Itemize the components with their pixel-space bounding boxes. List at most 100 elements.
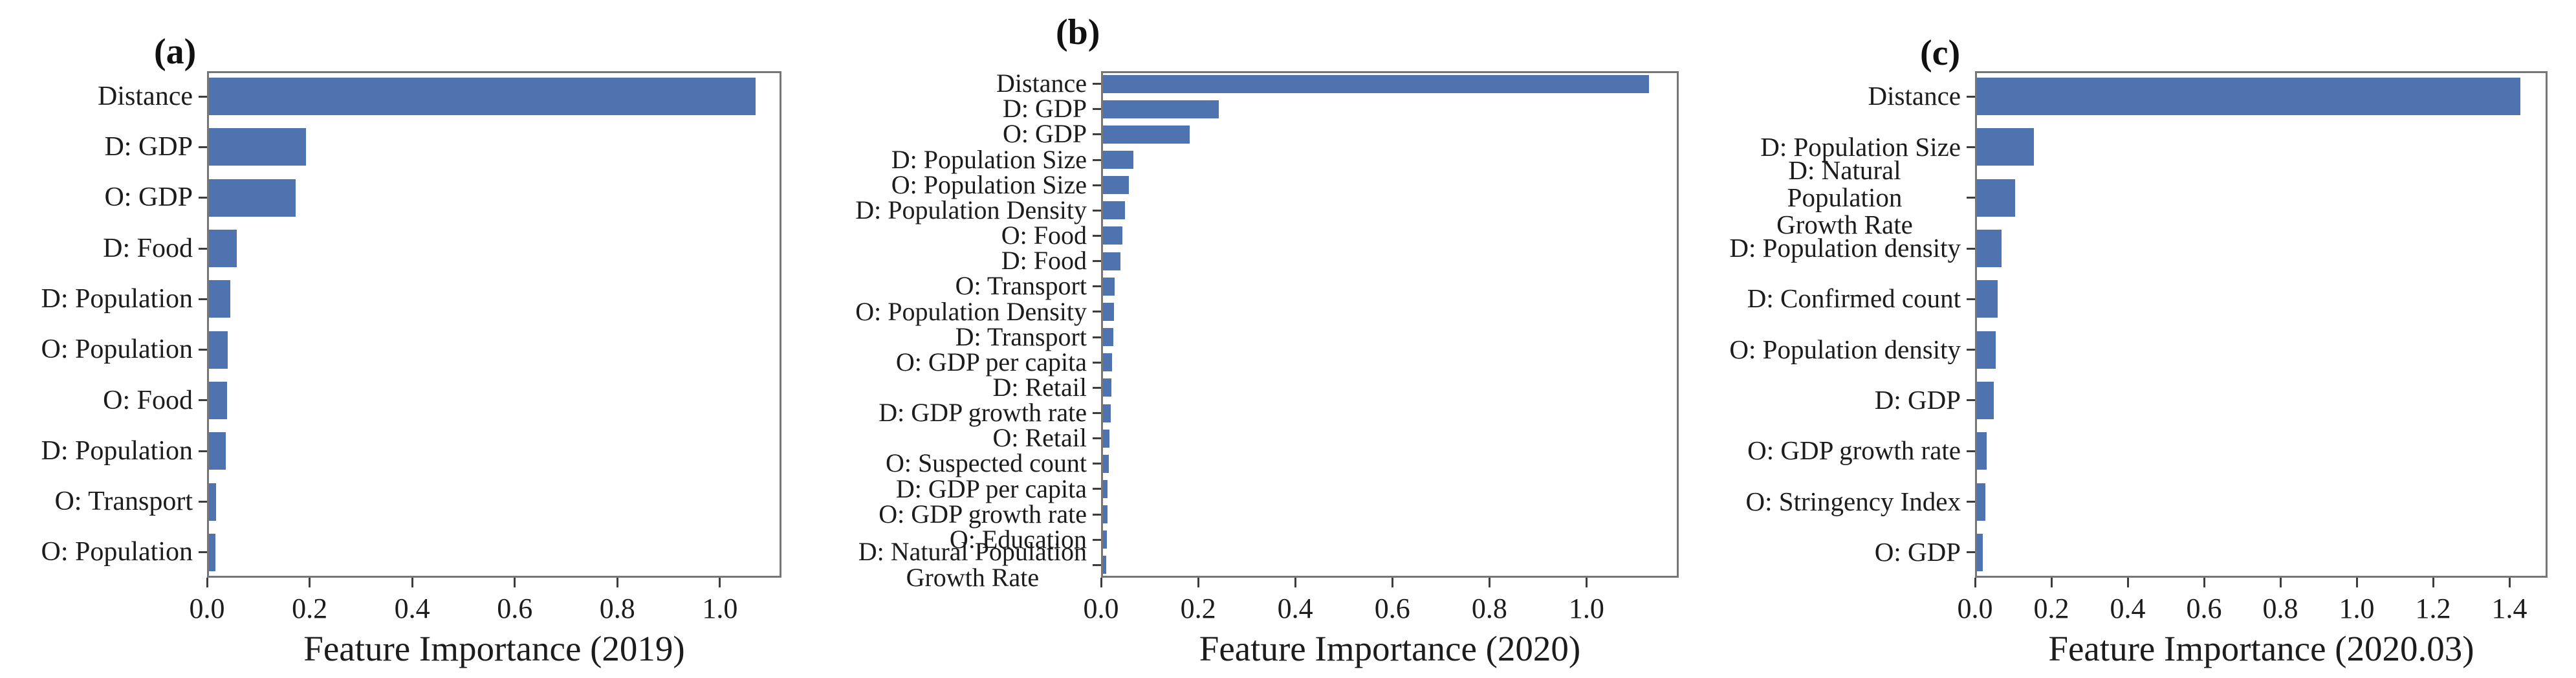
y-tick-mark — [1093, 437, 1101, 440]
x-tick-mark — [2050, 578, 2053, 587]
x-axis-title-c: Feature Importance (2020.03) — [2048, 629, 2474, 668]
y-tick-mark — [1967, 551, 1975, 554]
y-tick-mark — [1093, 260, 1101, 263]
y-tick-label: D: Food — [1001, 246, 1087, 276]
y-tick-label: O: Transport — [955, 271, 1087, 301]
y-tick-label: Distance — [1868, 81, 1961, 111]
y-tick-mark — [1967, 450, 1975, 452]
y-tick-label-cell: O: GDP — [25, 159, 193, 237]
y-tick-mark — [199, 247, 207, 250]
y-tick-label-cell: O: Transport — [794, 248, 1087, 325]
y-tick-label-cell: D: Food — [25, 210, 193, 287]
y-tick-mark — [199, 450, 207, 452]
y-tick-mark — [1093, 285, 1101, 288]
bar-c-7 — [1977, 432, 1987, 470]
x-tick-label: 0.2 — [292, 593, 328, 624]
y-tick-label-cell: O: Food — [25, 362, 193, 439]
x-tick-mark — [2355, 578, 2358, 587]
x-tick-label: 1.0 — [2339, 593, 2375, 624]
y-tick-label-cell: O: Population — [25, 311, 193, 389]
y-tick-mark — [199, 349, 207, 351]
bar-a-5 — [209, 331, 228, 369]
x-axis-title-a: Feature Importance (2019) — [303, 629, 685, 668]
y-tick-mark — [1093, 311, 1101, 313]
y-tick-mark — [199, 399, 207, 402]
x-tick-label: 0.4 — [2110, 593, 2146, 624]
y-tick-mark — [1093, 209, 1101, 212]
bar-b-7 — [1103, 252, 1120, 270]
bar-b-4 — [1103, 176, 1129, 194]
bar-c-0 — [1977, 78, 2520, 115]
y-tick-label: O: Population Density — [855, 296, 1087, 326]
bar-c-1 — [1977, 128, 2034, 166]
bar-a-0 — [209, 78, 756, 115]
y-tick-label-cell: D: Confirmed count — [1729, 260, 1961, 338]
y-tick-label: O: Stringency Index — [1745, 486, 1961, 516]
x-tick-mark — [1391, 578, 1393, 587]
y-tick-label: D: Population Density — [855, 195, 1087, 224]
bar-b-12 — [1103, 378, 1111, 397]
bar-c-8 — [1977, 483, 1985, 521]
y-tick-label: O: Population density — [1729, 334, 1961, 364]
x-tick-label: 0.0 — [1957, 593, 1993, 624]
y-tick-label: D: GDP growth rate — [879, 398, 1087, 428]
x-tick-mark — [616, 578, 618, 587]
y-tick-label-cell: Distance — [1729, 58, 1961, 135]
x-tick-mark — [2432, 578, 2434, 587]
y-tick-label-cell: D: Natural Population Growth Rate — [794, 526, 1087, 604]
panel-label-b: (b) — [1056, 12, 1100, 52]
y-tick-label-cell: O: Food — [794, 197, 1087, 274]
y-tick-label-cell: D: GDP per capita — [794, 450, 1087, 528]
x-tick-mark — [1974, 578, 1976, 587]
y-tick-label: O: GDP growth rate — [879, 499, 1087, 529]
x-tick-mark — [2203, 578, 2205, 587]
y-tick-label-cell: D: Population density — [1729, 210, 1961, 287]
y-tick-label-cell: D: Food — [794, 223, 1087, 300]
y-tick-label-cell: D: Population — [25, 412, 193, 490]
bar-a-1 — [209, 128, 306, 166]
y-tick-label-cell: D: Transport — [794, 298, 1087, 376]
y-tick-label: O: Population — [41, 334, 193, 365]
x-tick-mark — [1100, 578, 1102, 587]
x-tick-mark — [1585, 578, 1588, 587]
y-tick-label: O: Suspected count — [885, 448, 1087, 478]
x-tick-mark — [2279, 578, 2282, 587]
y-tick-label: D: Population Size — [891, 144, 1087, 174]
x-tick-label: 0.8 — [2262, 593, 2298, 624]
y-tick-label: D: GDP — [104, 132, 193, 162]
bar-b-1 — [1103, 100, 1219, 118]
y-tick-mark — [199, 197, 207, 199]
y-tick-label-cell: D: GDP — [1729, 362, 1961, 439]
y-tick-label: O: Education — [949, 524, 1087, 554]
y-tick-label: O: Retail — [992, 423, 1087, 453]
y-tick-label-cell: D: Retail — [794, 349, 1087, 426]
y-tick-mark — [1967, 501, 1975, 503]
y-tick-label-cell: O: Suspected count — [794, 425, 1087, 503]
x-tick-label: 1.2 — [2415, 593, 2451, 624]
y-tick-label: O: Transport — [54, 487, 193, 517]
y-tick-label: O: Food — [103, 385, 193, 415]
y-tick-label: O: GDP — [104, 182, 193, 213]
y-tick-label-cell: O: GDP — [794, 96, 1087, 173]
y-tick-mark — [1093, 108, 1101, 111]
y-tick-mark — [199, 146, 207, 148]
y-tick-label-cell: O: Population density — [1729, 311, 1961, 389]
bar-a-6 — [209, 382, 227, 419]
bar-b-13 — [1103, 404, 1111, 422]
y-tick-mark — [199, 501, 207, 503]
x-tick-mark — [309, 578, 311, 587]
bar-b-2 — [1103, 126, 1190, 144]
y-tick-label: D: Natural Population Growth Rate — [1776, 155, 1913, 239]
y-tick-mark — [199, 298, 207, 300]
bar-a-4 — [209, 280, 230, 318]
y-tick-mark — [1093, 184, 1101, 186]
bar-a-8 — [209, 483, 216, 521]
y-tick-mark — [1967, 95, 1975, 98]
bar-c-4 — [1977, 280, 1998, 318]
y-tick-label: D: Natural Population Growth Rate — [858, 536, 1087, 593]
x-tick-mark — [206, 578, 208, 587]
y-tick-label-cell: O: Population Size — [794, 146, 1087, 224]
bar-b-18 — [1103, 530, 1107, 549]
y-tick-mark — [1967, 247, 1975, 250]
